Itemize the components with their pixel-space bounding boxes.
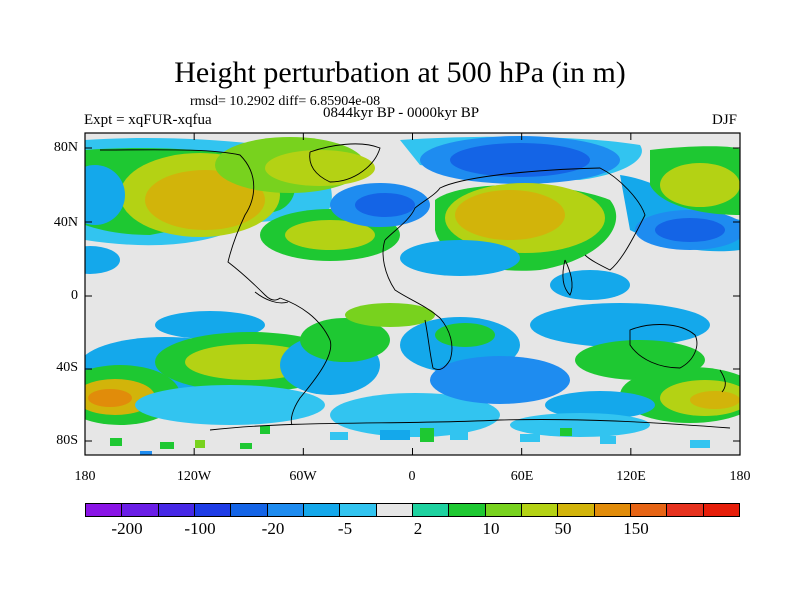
colorbar-swatch [521, 504, 559, 516]
coastlines [99, 143, 731, 431]
season-label: DJF [712, 112, 738, 128]
colorbar [85, 503, 740, 517]
colorbar-swatch [122, 504, 159, 516]
lat-label-40n: 40N [53, 215, 78, 230]
lon-label-180w: 180 [74, 469, 96, 484]
lat-tick-marks [85, 147, 740, 442]
period-label: 0844kyr BP - 0000kyr BP [323, 105, 480, 121]
lon-label-120w: 120W [176, 469, 212, 484]
lat-label-80s: 80S [56, 433, 78, 448]
colorbar-swatch [303, 504, 341, 516]
colorbar-swatch [703, 504, 739, 516]
polar-noise [110, 426, 710, 455]
lat-label-40s: 40S [56, 360, 78, 375]
lon-label-180e: 180 [729, 469, 751, 484]
lon-tick-marks [84, 133, 741, 455]
colorbar-label: -200 [111, 519, 143, 538]
colorbar-label: 2 [413, 519, 423, 538]
lon-label-0: 0 [408, 469, 416, 484]
colorbar-label: 50 [554, 519, 572, 538]
colorbar-swatch [558, 504, 595, 516]
colorbar-swatch [412, 504, 450, 516]
colorbar-label: 10 [482, 519, 500, 538]
colorbar-swatch [667, 504, 704, 516]
colorbar-label: -5 [337, 519, 353, 538]
colorbar-swatch [231, 504, 268, 516]
figure-title: Height perturbation at 500 hPa (in m) [174, 56, 626, 89]
colorbar-swatch [594, 504, 631, 516]
stats-line: rmsd= 10.2902 diff= 6.85904e-08 [190, 94, 381, 109]
colorbar-swatch [630, 504, 668, 516]
colorbar-label: 150 [623, 519, 649, 538]
colorbar-swatch [86, 504, 123, 516]
colorbar-label: -100 [184, 519, 216, 538]
colorbar-swatch [376, 504, 413, 516]
colorbar-label: -20 [261, 519, 285, 538]
colorbar-swatch [267, 504, 304, 516]
lon-label-60e: 60E [510, 469, 534, 484]
colorbar-swatch [485, 504, 522, 516]
experiment-label: Expt = xqFUR-xqfua [84, 112, 212, 128]
colorbar-swatch [158, 504, 195, 516]
lat-label-0: 0 [71, 288, 78, 303]
contour-field [85, 133, 740, 455]
colorbar-swatch [194, 504, 232, 516]
colorbar-swatch [340, 504, 377, 516]
lon-label-60w: 60W [289, 469, 317, 484]
colorbar-swatch [449, 504, 486, 516]
lon-label-120e: 120E [616, 469, 646, 484]
lat-label-80n: 80N [53, 140, 78, 155]
